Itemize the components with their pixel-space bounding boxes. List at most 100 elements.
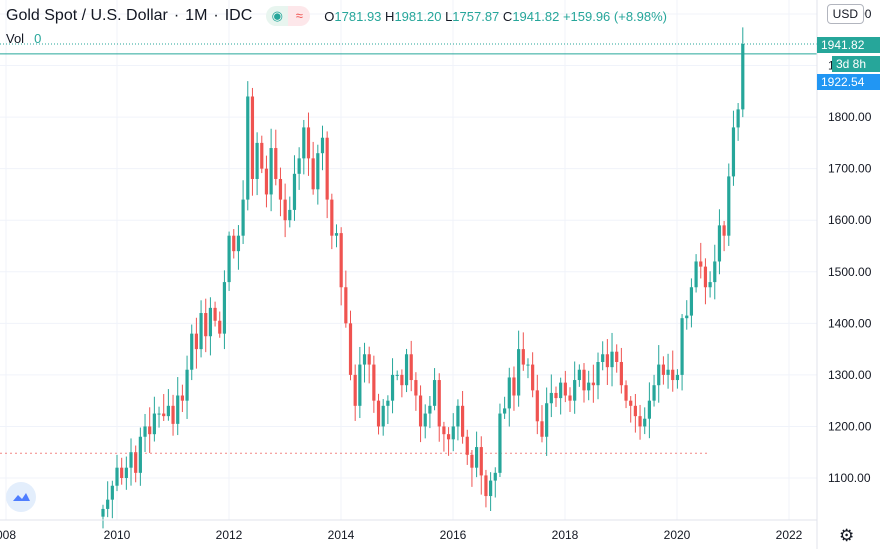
- grid-lines: [0, 0, 817, 520]
- x-tick-label: 2014: [328, 528, 355, 542]
- high-value: 1981.20: [394, 8, 442, 24]
- candle-body: [596, 362, 600, 386]
- candle-body: [138, 436, 142, 473]
- candle-body: [460, 405, 465, 437]
- candle-body: [624, 385, 628, 401]
- volume-legend: Vol 0: [6, 31, 41, 46]
- candle-body: [661, 364, 665, 375]
- candle-body: [731, 127, 736, 177]
- y-tick-label: 1700.00: [828, 162, 872, 176]
- candles: [101, 27, 745, 529]
- volume-value: 0: [34, 31, 42, 46]
- candle-body: [601, 354, 605, 362]
- candle-body: [400, 374, 404, 386]
- chart-header: Gold Spot / U.S. Dollar · 1M · IDC ◉ ≈ O…: [6, 6, 667, 26]
- candle-body: [540, 421, 544, 437]
- eye-icon[interactable]: ◉: [266, 6, 289, 26]
- candle-body: [498, 413, 502, 473]
- candle-body: [577, 369, 581, 381]
- candle-body: [456, 405, 460, 427]
- candle-body: [610, 351, 614, 368]
- currency-button[interactable]: USD: [826, 4, 864, 24]
- candle-body: [180, 395, 184, 401]
- candle-body: [381, 405, 385, 427]
- reference-lines: [0, 43, 817, 454]
- candle-body: [372, 364, 376, 401]
- candle-body: [647, 400, 651, 419]
- candle-body: [535, 390, 539, 422]
- candle-body: [638, 416, 642, 427]
- candle-body: [232, 235, 236, 252]
- candle-body: [101, 508, 105, 517]
- candle-body: [292, 173, 297, 210]
- candle-body: [446, 434, 451, 440]
- candle-body: [316, 153, 320, 190]
- candle-body: [619, 362, 623, 386]
- candle-body: [418, 395, 423, 427]
- candle-body: [110, 485, 114, 500]
- candle-body: [517, 349, 521, 396]
- symbol-title[interactable]: Gold Spot / U.S. Dollar: [6, 7, 168, 24]
- candle-body: [549, 392, 553, 404]
- x-tick-label: 2022: [776, 528, 803, 542]
- candle-body: [423, 413, 427, 427]
- candle-body: [652, 385, 656, 401]
- candle-body: [106, 499, 110, 509]
- candle-body: [222, 282, 227, 334]
- tradingview-logo[interactable]: [6, 482, 36, 512]
- close-label: C: [502, 8, 513, 24]
- candle-body: [148, 426, 152, 435]
- candle-body: [545, 403, 549, 437]
- candle-body: [708, 282, 712, 288]
- candle-body: [521, 349, 525, 365]
- candle-body: [129, 452, 133, 468]
- visibility-toggle[interactable]: ◉ ≈: [266, 6, 311, 26]
- candle-body: [278, 178, 283, 200]
- ohlc-readout: O1781.93 H1981.20 L1757.87 C1941.82 +159…: [324, 9, 667, 24]
- candle-body: [176, 395, 180, 424]
- candle-body: [213, 307, 217, 321]
- high-label: H: [385, 8, 395, 24]
- gear-icon[interactable]: ⚙: [839, 526, 855, 545]
- candle-body: [675, 374, 680, 381]
- candle-body: [643, 418, 647, 427]
- candle-body: [475, 447, 479, 468]
- candle-body: [717, 225, 722, 262]
- candle-body: [241, 199, 245, 236]
- candle-body: [428, 405, 432, 414]
- candle-body: [587, 382, 591, 391]
- candle-body: [493, 472, 497, 481]
- candle-body: [166, 405, 170, 417]
- candle-body: [629, 400, 633, 406]
- candle-body: [727, 176, 731, 236]
- candle-body: [713, 261, 717, 283]
- candle-body: [283, 199, 287, 221]
- y-tick-label: 1600.00: [828, 213, 872, 227]
- candle-body: [311, 158, 315, 190]
- candle-body: [353, 374, 357, 406]
- candle-body: [605, 354, 609, 368]
- candle-body: [152, 413, 156, 435]
- candle-body: [582, 369, 586, 391]
- volume-label: Vol: [6, 31, 25, 46]
- candle-body: [204, 313, 208, 337]
- candle-body: [404, 354, 409, 386]
- candle-body: [330, 199, 334, 236]
- y-tick-label: 1500.00: [828, 265, 872, 279]
- candle-body: [120, 467, 124, 478]
- candle-body: [362, 354, 367, 365]
- candle-body: [339, 233, 343, 288]
- x-tick-label: 2012: [216, 528, 243, 542]
- wave-icon[interactable]: ≈: [288, 6, 311, 26]
- candle-body: [367, 354, 371, 365]
- candle-body: [376, 400, 381, 427]
- interval-label[interactable]: 1M: [185, 7, 208, 24]
- candle-body: [512, 377, 516, 396]
- candle-body: [689, 287, 694, 316]
- candle-body: [671, 369, 675, 381]
- candle-body: [694, 261, 698, 288]
- candle-body: [157, 413, 161, 415]
- candle-body: [134, 452, 138, 473]
- x-tick-label: 008: [0, 528, 16, 542]
